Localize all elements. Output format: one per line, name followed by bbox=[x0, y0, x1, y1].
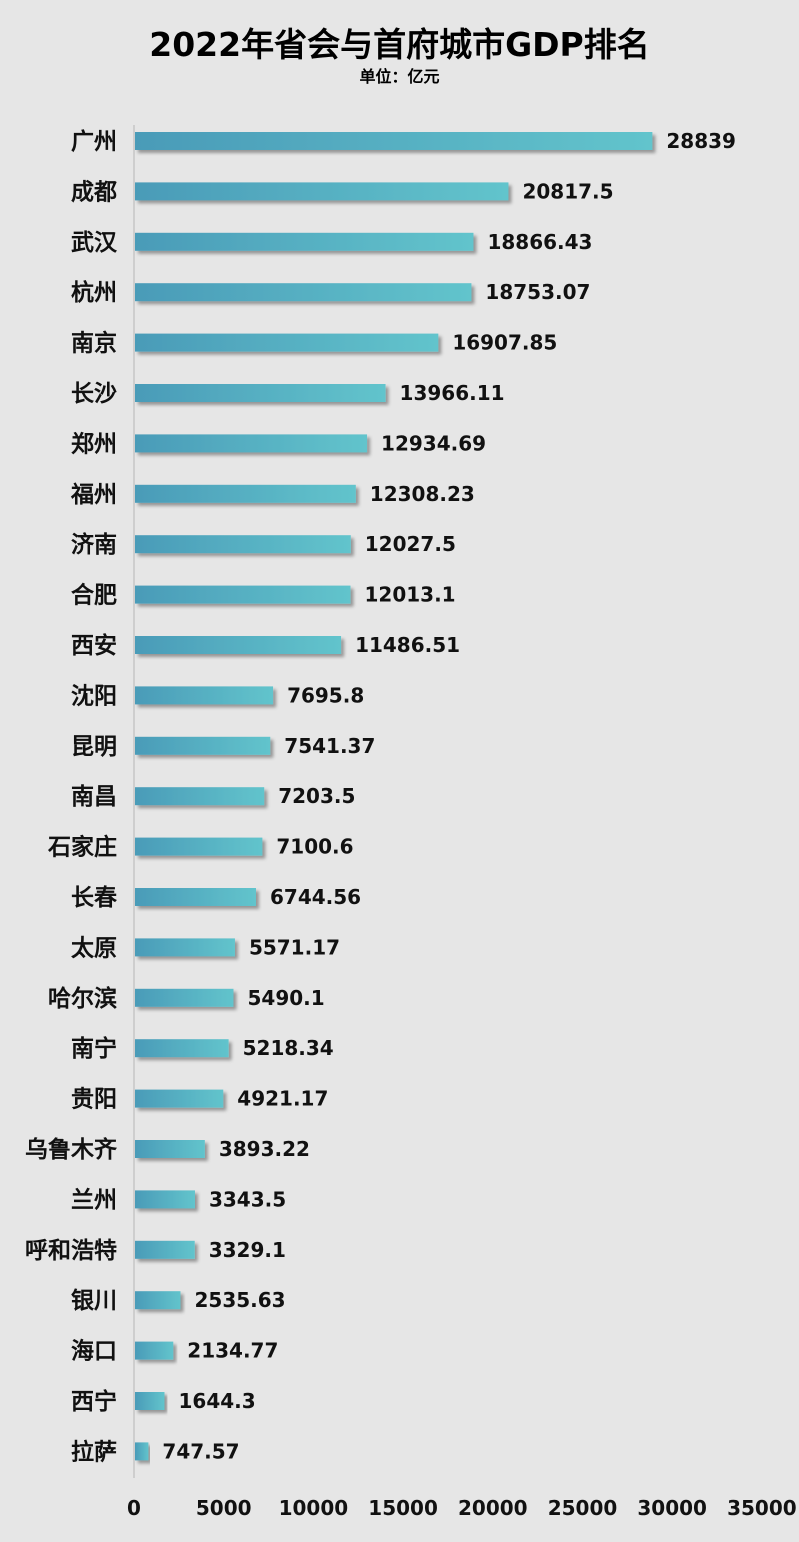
bar bbox=[135, 333, 439, 352]
x-tick-label: 35000 bbox=[727, 1496, 797, 1520]
category-label: 石家庄 bbox=[47, 834, 117, 861]
value-label: 5571.17 bbox=[249, 935, 340, 959]
bar bbox=[135, 1341, 174, 1360]
value-label: 18753.07 bbox=[485, 280, 590, 304]
bar bbox=[135, 384, 386, 402]
x-tick-label: 20000 bbox=[458, 1496, 528, 1520]
category-label: 成都 bbox=[71, 179, 117, 205]
value-label: 18866.43 bbox=[487, 230, 592, 254]
category-label: 昆明 bbox=[71, 734, 117, 760]
bar bbox=[135, 1190, 195, 1209]
category-label: 长春 bbox=[71, 885, 118, 911]
bar bbox=[135, 1291, 181, 1310]
category-label: 南昌 bbox=[71, 784, 117, 810]
chart-title: 2022年省会与首府城市GDP排名 bbox=[149, 25, 650, 64]
bar bbox=[135, 182, 509, 201]
bars-group: 广州 28839 成都 20817.5 武汉 18866.43 杭州 18753.07 南京 16… bbox=[25, 128, 736, 1465]
bar bbox=[135, 434, 368, 453]
value-label: 1644.3 bbox=[178, 1389, 255, 1413]
value-label: 16907.85 bbox=[452, 331, 557, 355]
value-label: 5218.34 bbox=[243, 1036, 334, 1060]
category-label: 乌鲁木齐 bbox=[25, 1136, 118, 1163]
value-label: 3343.5 bbox=[209, 1187, 286, 1211]
category-label: 武汉 bbox=[71, 230, 118, 256]
bar bbox=[135, 988, 234, 1007]
category-label: 济南 bbox=[71, 531, 117, 558]
category-label: 郑州 bbox=[71, 431, 117, 457]
value-label: 12013.1 bbox=[365, 583, 456, 607]
bar bbox=[135, 787, 265, 806]
bar bbox=[135, 1039, 229, 1058]
category-label: 兰州 bbox=[71, 1186, 117, 1213]
category-label: 太原 bbox=[71, 935, 117, 961]
value-label: 7695.8 bbox=[287, 683, 364, 707]
chart-subtitle: 单位：亿元 bbox=[359, 67, 440, 86]
value-label: 7203.5 bbox=[278, 784, 355, 808]
value-label: 747.57 bbox=[162, 1439, 239, 1463]
bar bbox=[135, 736, 271, 755]
category-label: 贵阳 bbox=[71, 1087, 117, 1113]
category-label: 海口 bbox=[71, 1338, 117, 1365]
bar bbox=[135, 1240, 195, 1259]
category-label: 南宁 bbox=[71, 1035, 117, 1062]
category-label: 杭州 bbox=[71, 279, 117, 306]
bar bbox=[135, 1140, 205, 1158]
bar bbox=[135, 132, 653, 150]
category-label: 银川 bbox=[71, 1287, 117, 1314]
category-label: 合肥 bbox=[71, 582, 117, 609]
value-label: 7541.37 bbox=[284, 734, 375, 758]
category-label: 西宁 bbox=[71, 1388, 117, 1415]
category-label: 广州 bbox=[71, 128, 117, 155]
bar bbox=[135, 535, 351, 554]
value-label: 4921.17 bbox=[237, 1087, 328, 1111]
x-tick-label: 25000 bbox=[548, 1496, 618, 1520]
category-label: 西安 bbox=[71, 632, 117, 659]
value-label: 2134.77 bbox=[187, 1339, 278, 1363]
x-tick-label: 10000 bbox=[279, 1496, 349, 1520]
bar bbox=[135, 585, 351, 604]
category-label: 长沙 bbox=[71, 381, 117, 407]
bar bbox=[135, 283, 472, 302]
value-label: 3329.1 bbox=[209, 1238, 286, 1262]
value-label: 6744.56 bbox=[270, 885, 361, 909]
bar bbox=[135, 686, 274, 705]
bar bbox=[135, 938, 235, 957]
value-label: 20817.5 bbox=[522, 179, 613, 203]
bar bbox=[135, 636, 342, 654]
value-label: 5490.1 bbox=[247, 986, 324, 1010]
bar bbox=[135, 1392, 165, 1410]
value-label: 12934.69 bbox=[381, 431, 486, 455]
value-label: 7100.6 bbox=[276, 835, 353, 859]
bar bbox=[135, 484, 356, 503]
value-label: 28839 bbox=[666, 129, 736, 153]
bar bbox=[135, 1089, 224, 1108]
value-label: 2535.63 bbox=[194, 1288, 285, 1312]
bar bbox=[135, 888, 256, 906]
x-tick-label: 15000 bbox=[368, 1496, 438, 1520]
category-label: 南京 bbox=[71, 330, 117, 357]
category-label: 福州 bbox=[70, 482, 117, 508]
value-label: 3893.22 bbox=[219, 1137, 310, 1161]
category-label: 拉萨 bbox=[71, 1438, 117, 1465]
value-label: 12027.5 bbox=[365, 532, 456, 556]
bar bbox=[135, 837, 263, 856]
category-label: 沈阳 bbox=[71, 683, 117, 709]
x-axis-ticks: 0 5000 10000 15000 20000 25000 30000 35000 bbox=[127, 1496, 797, 1520]
value-label: 11486.51 bbox=[355, 633, 460, 657]
value-label: 12308.23 bbox=[370, 482, 475, 506]
x-tick-label: 30000 bbox=[637, 1496, 707, 1520]
category-label: 呼和浩特 bbox=[25, 1238, 117, 1264]
category-label: 哈尔滨 bbox=[48, 985, 117, 1012]
bar bbox=[135, 232, 474, 251]
bar bbox=[135, 1442, 149, 1461]
x-tick-label: 0 bbox=[127, 1496, 141, 1520]
value-label: 13966.11 bbox=[400, 381, 505, 405]
x-tick-label: 5000 bbox=[196, 1496, 252, 1520]
